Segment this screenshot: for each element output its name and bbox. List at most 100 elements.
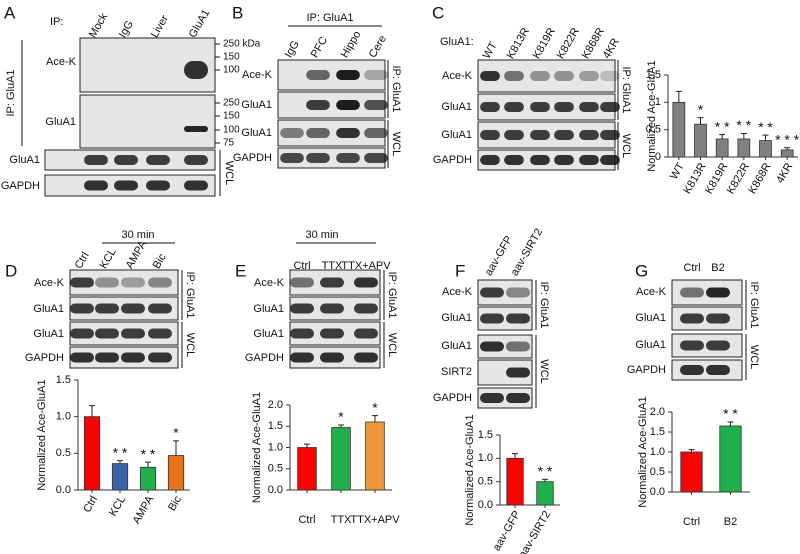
bar — [694, 123, 707, 158]
bar — [506, 457, 524, 506]
x-tick-label: AMPA — [131, 493, 157, 526]
blot-band — [480, 313, 504, 324]
row-label: GluA1 — [241, 127, 272, 139]
blot-band — [579, 130, 599, 140]
marker-label: 150 — [223, 111, 240, 122]
blot-band — [290, 303, 314, 314]
bar — [365, 421, 385, 491]
y-tick-label: 1.5 — [56, 374, 71, 386]
significance: * — [372, 399, 378, 415]
blot-band — [554, 71, 574, 81]
y-tick-label: 0.0 — [268, 484, 283, 496]
blot-band — [184, 61, 208, 79]
side-label: WCL — [620, 134, 632, 158]
significance: * — [698, 101, 704, 117]
panel-letter: B — [232, 3, 243, 22]
lane-label: Ctrl — [293, 260, 310, 272]
lane-label: Cere — [367, 33, 389, 60]
blot-band — [480, 341, 504, 352]
blot-band — [706, 287, 730, 298]
significance: * * — [141, 446, 156, 462]
significance: * * — [758, 119, 773, 135]
lane-label: B2 — [711, 262, 724, 274]
blot-band — [146, 180, 170, 191]
significance: * — [173, 425, 179, 441]
x-tick-label: TTX — [331, 514, 352, 526]
y-tick-label: 0.5 — [56, 447, 71, 459]
x-tick-label: 4KR — [774, 161, 795, 186]
blot-band — [506, 341, 530, 352]
panel-letter: F — [455, 261, 465, 280]
y-tick-label: 0.5 — [478, 476, 493, 488]
row-label: GAPDH — [245, 352, 284, 364]
blot-band — [354, 277, 378, 288]
blot-band — [680, 340, 704, 351]
row-label: GluA1 — [635, 312, 666, 324]
y-tick-label: 0.0 — [56, 484, 71, 496]
row-label: Ace-K — [254, 277, 285, 289]
blot-band — [554, 155, 574, 165]
row-label: GluA1 — [635, 339, 666, 351]
y-tick-label: 2.0 — [268, 399, 283, 411]
lane-label: TTX — [322, 260, 343, 272]
blot-band — [184, 180, 208, 191]
blot-band — [530, 102, 550, 112]
blot — [477, 59, 616, 93]
row-label: GAPDH — [433, 392, 472, 404]
blot-band — [70, 303, 94, 314]
marker-label: 75 — [223, 138, 235, 149]
bar — [83, 416, 101, 491]
row-label: Ace-K — [46, 56, 77, 68]
row-label: GluA1 — [33, 303, 64, 315]
blot-band — [504, 71, 524, 81]
significance: * * — [715, 118, 730, 134]
bar — [680, 451, 703, 493]
blot-band — [320, 328, 344, 339]
row-label: GluA1 — [441, 129, 472, 141]
bar — [167, 455, 185, 491]
row-label: Ace-K — [442, 70, 473, 82]
blot-band — [706, 313, 730, 324]
side-label: IP: GluA1 — [386, 271, 398, 318]
blot-band — [70, 277, 94, 288]
side-label: WCL — [390, 132, 402, 156]
blot-band — [280, 128, 304, 138]
lane-label: IgG — [117, 19, 136, 40]
significance: * * — [723, 406, 738, 422]
y-tick-label: 0.0 — [478, 499, 493, 511]
lane-label: K822R — [555, 26, 582, 61]
panel-header: 30 min — [121, 229, 154, 241]
blot — [477, 279, 533, 306]
y-tick-label: 0.5 — [646, 124, 661, 136]
y-tick-label: 0.5 — [650, 466, 665, 478]
blot-band — [530, 71, 550, 81]
blot-band — [554, 130, 574, 140]
lane-label: Bic — [151, 251, 169, 271]
blot-band — [70, 328, 94, 339]
blot-band — [95, 328, 119, 339]
x-tick-label: Ctrl — [683, 516, 700, 528]
blot-band — [306, 128, 330, 138]
row-label: GAPDH — [627, 364, 666, 376]
row-label: GluA1 — [33, 328, 64, 340]
blot-band — [148, 303, 172, 314]
blot-band — [95, 352, 119, 363]
y-tick-label: 2.0 — [650, 406, 665, 418]
blot-band — [504, 102, 524, 112]
row-label: Ace-K — [242, 69, 273, 81]
blot-band — [184, 155, 208, 165]
lane-label: Ctrl — [683, 262, 700, 274]
lane-label: Ctrl — [73, 250, 92, 271]
lane-label: Hippo — [339, 29, 364, 60]
panel-letter: G — [635, 261, 648, 280]
blot-band — [121, 328, 145, 339]
blot-band — [680, 287, 704, 298]
blot-band — [306, 153, 330, 163]
blot-band — [480, 102, 500, 112]
blot-band — [600, 155, 620, 165]
bar — [536, 481, 554, 506]
blot-band — [680, 365, 704, 375]
blot-band — [579, 155, 599, 165]
blot-band — [600, 130, 620, 140]
